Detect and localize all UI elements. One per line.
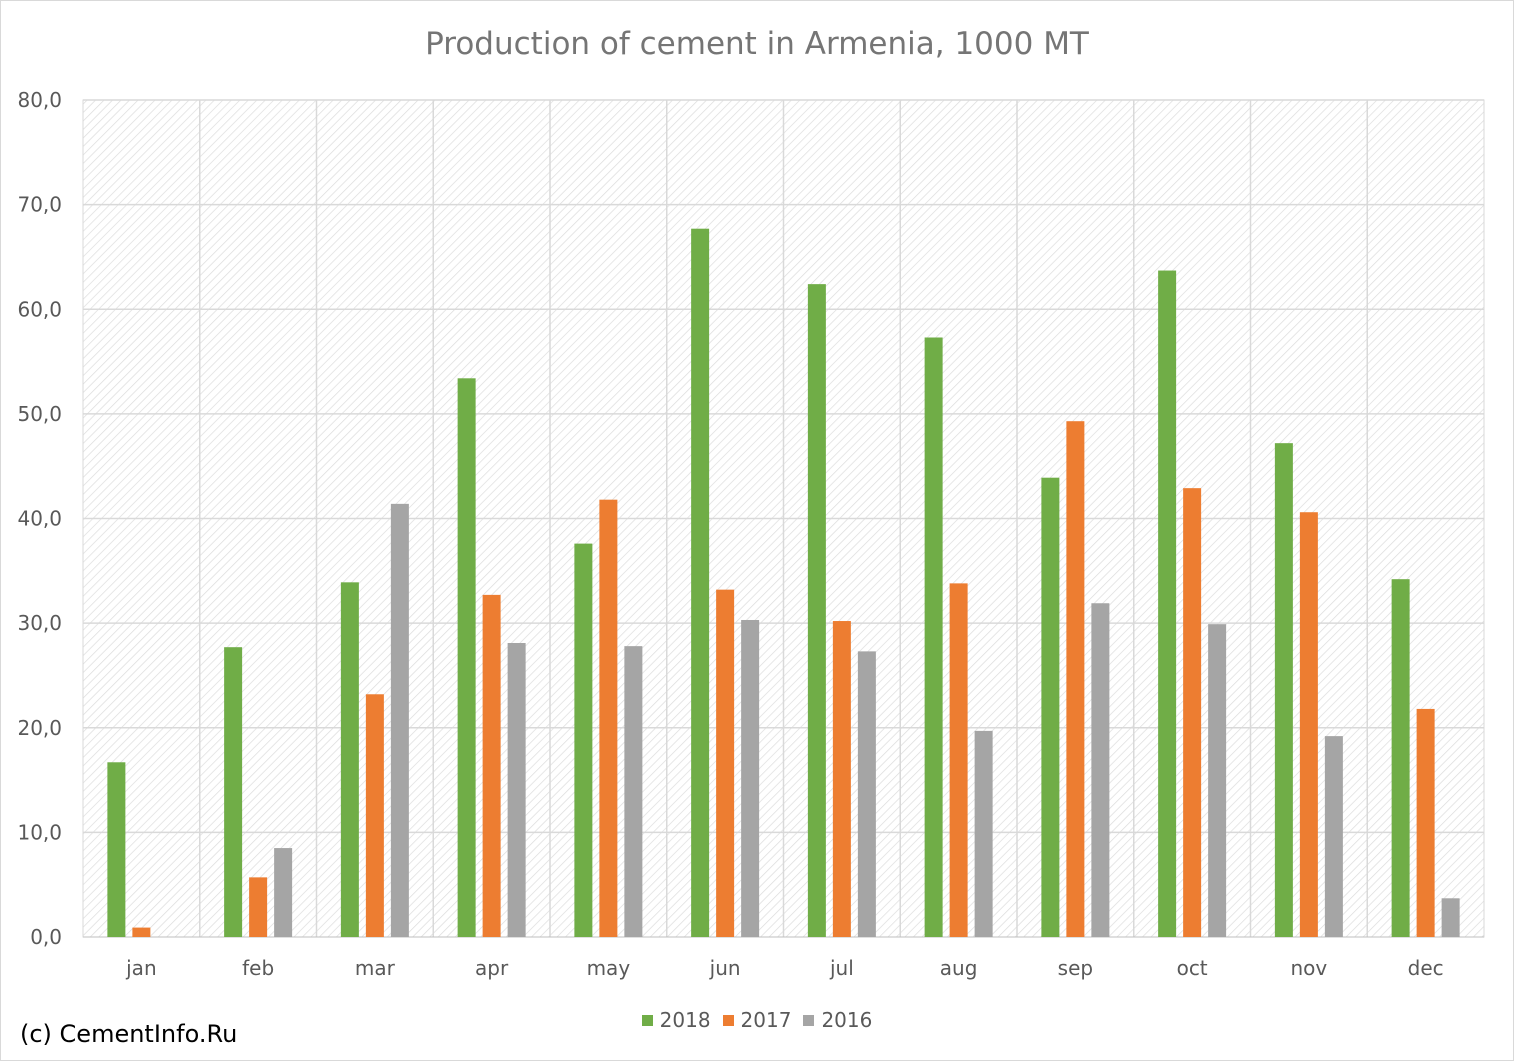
legend-label: 2017 bbox=[740, 1008, 792, 1032]
y-tick-label: 50,0 bbox=[17, 402, 62, 426]
bar-2017-dec bbox=[1416, 708, 1435, 937]
bar-2016-aug bbox=[974, 730, 993, 937]
bar-2018-oct bbox=[1158, 270, 1177, 937]
bar-2016-nov bbox=[1324, 736, 1343, 937]
bar-2017-jun bbox=[716, 589, 735, 937]
bar-2016-jul bbox=[857, 651, 876, 937]
bar-2018-jul bbox=[807, 284, 826, 937]
legend-item-2016: 2016 bbox=[803, 1008, 872, 1032]
bar-2018-apr bbox=[457, 378, 476, 937]
chart-title: Production of cement in Armenia, 1000 MT bbox=[425, 26, 1089, 62]
x-tick-label: apr bbox=[475, 956, 509, 980]
bar-2017-jul bbox=[832, 621, 851, 937]
legend-item-2018: 2018 bbox=[641, 1008, 711, 1032]
bar-2016-sep bbox=[1091, 603, 1110, 937]
bar-2017-nov bbox=[1299, 512, 1318, 937]
bar-2018-sep bbox=[1041, 477, 1060, 937]
bar-2016-jun bbox=[741, 619, 760, 937]
bar-2017-apr bbox=[482, 594, 501, 937]
bar-2017-aug bbox=[949, 583, 968, 937]
bar-2016-mar bbox=[390, 503, 409, 937]
y-tick-label: 40,0 bbox=[17, 507, 62, 531]
x-tick-label: aug bbox=[940, 956, 978, 980]
bar-2017-may bbox=[599, 499, 618, 937]
legend-label: 2018 bbox=[659, 1008, 711, 1032]
bar-2018-nov bbox=[1274, 443, 1293, 937]
bar-2016-may bbox=[624, 646, 643, 937]
bar-2018-aug bbox=[924, 337, 943, 937]
y-tick-label: 80,0 bbox=[17, 88, 62, 112]
bar-2016-oct bbox=[1208, 624, 1227, 937]
bar-2017-feb bbox=[249, 877, 268, 937]
y-tick-label: 0,0 bbox=[30, 925, 62, 949]
bar-2018-mar bbox=[340, 582, 359, 937]
bar-2018-feb bbox=[224, 647, 243, 937]
bar-2016-feb bbox=[274, 848, 293, 937]
bar-2018-dec bbox=[1391, 579, 1410, 937]
legend-swatch bbox=[722, 1015, 734, 1026]
bar-2018-may bbox=[574, 543, 593, 937]
bar-2017-oct bbox=[1183, 488, 1202, 937]
bar-2018-jan bbox=[107, 762, 126, 937]
bar-2017-sep bbox=[1066, 421, 1085, 938]
bar-2016-dec bbox=[1441, 898, 1460, 937]
y-tick-label: 30,0 bbox=[17, 611, 62, 635]
y-axis-ticks: 0,0 10,0 20,0 30,0 40,0 50,0 60,0 70,0 80,0 bbox=[17, 88, 62, 949]
legend-swatch bbox=[641, 1015, 653, 1026]
legend-swatch bbox=[803, 1015, 815, 1026]
bar-2018-jun bbox=[691, 228, 710, 938]
x-tick-label: jul bbox=[829, 956, 854, 980]
copyright-text: (c) CementInfo.Ru bbox=[20, 1020, 238, 1048]
legend: 2018 2017 2016 bbox=[0, 1008, 1514, 1032]
bar-2016-apr bbox=[507, 643, 526, 937]
y-tick-label: 10,0 bbox=[17, 820, 62, 844]
gridlines bbox=[83, 99, 1484, 938]
x-tick-label: mar bbox=[355, 956, 396, 980]
x-tick-label: jan bbox=[125, 956, 157, 980]
x-tick-label: jun bbox=[709, 956, 741, 980]
bars bbox=[107, 228, 1460, 938]
legend-item-2017: 2017 bbox=[722, 1008, 792, 1032]
bar-2017-mar bbox=[365, 694, 384, 937]
bar-2017-jan bbox=[132, 927, 151, 937]
legend-label: 2016 bbox=[821, 1008, 873, 1032]
x-tick-label: nov bbox=[1291, 956, 1328, 980]
y-tick-label: 70,0 bbox=[17, 193, 62, 217]
y-tick-label: 20,0 bbox=[17, 716, 62, 740]
x-tick-label: sep bbox=[1058, 956, 1093, 980]
x-axis-ticks: jan feb mar apr may jun jul aug sep oct nov dec bbox=[125, 956, 1444, 980]
x-tick-label: feb bbox=[242, 956, 274, 980]
x-tick-label: dec bbox=[1408, 956, 1444, 980]
x-tick-label: oct bbox=[1177, 956, 1208, 980]
x-tick-label: may bbox=[587, 956, 631, 980]
y-tick-label: 60,0 bbox=[17, 297, 62, 321]
